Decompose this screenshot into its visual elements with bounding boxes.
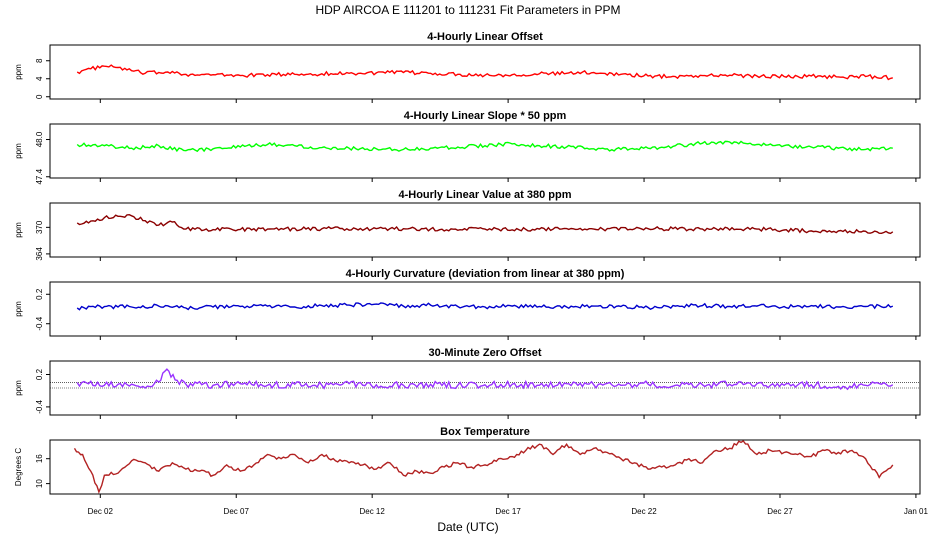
x-tick-label: Dec 02 [88,507,114,516]
panel-title: 4-Hourly Linear Offset [427,31,543,43]
panel-frame [49,202,921,258]
y-tick-label: 10 [35,479,44,488]
y-tick-label: 0 [35,94,44,99]
y-tick-label: -0.4 [35,399,44,413]
x-tick-label: Dec 22 [631,507,657,516]
panel-3: 4-Hourly Linear Value at 380 ppm ppm 364 37… [14,189,921,261]
panel-title: 4-Hourly Linear Value at 380 ppm [398,189,571,201]
y-tick-label: 47.4 [35,168,44,184]
x-axis-ticks: Dec 02 Dec 07 Dec 12 Dec 17 Dec 22 Dec 27 Jan … [88,507,929,516]
series-line [76,302,894,311]
y-axis-label: Degrees C [14,448,23,486]
panel-frame [49,439,921,495]
panel-frame [49,123,921,179]
x-tick-label: Dec 07 [224,507,250,516]
panel-title: 30-Minute Zero Offset [428,347,541,359]
panel-2: 4-Hourly Linear Slope * 50 ppm ppm 47.4 48.… [14,110,921,185]
y-axis-label: ppm [14,222,23,238]
y-tick-label: -0.4 [35,316,44,330]
y-tick-label: 370 [35,220,44,234]
panel-1: 4-Hourly Linear Offset ppm 0 4 8 [14,31,921,103]
y-tick-label: 0.2 [35,288,44,300]
y-axis-label: ppm [14,301,23,317]
panel-5: 30-Minute Zero Offset ppm -0.4 0.2 [14,347,921,419]
y-axis-label: ppm [14,380,23,396]
series-line [76,368,894,391]
y-tick-label: 48.0 [35,131,44,147]
panel-title: Box Temperature [440,426,530,438]
panel-title: 4-Hourly Linear Slope * 50 ppm [404,110,567,122]
figure-title: HDP AIRCOA E 111201 to 111231 Fit Parame… [315,3,620,17]
y-tick-label: 16 [35,454,44,463]
panel-title: 4-Hourly Curvature (deviation from linea… [346,268,625,280]
x-tick-label: Dec 17 [495,507,521,516]
y-axis-label: ppm [14,143,23,159]
series-line [76,140,893,153]
panel-4: 4-Hourly Curvature (deviation from linea… [14,268,921,340]
y-axis-label: ppm [14,64,23,80]
x-axis-label: Date (UTC) [437,520,498,534]
y-tick-label: 8 [35,58,44,63]
y-tick-label: 0.2 [35,368,44,380]
series-line [76,213,894,235]
x-tick-label: Dec 27 [767,507,793,516]
panel-6: Box Temperature Degrees C 10 16 [14,426,921,498]
y-tick-label: 4 [35,76,44,81]
x-tick-label: Dec 12 [359,507,385,516]
panel-frame [49,281,921,337]
series-line [73,440,894,494]
x-tick-label: Jan 01 [904,507,929,516]
series-line [76,64,893,81]
panel-frame [49,44,921,100]
y-tick-label: 364 [35,247,44,261]
